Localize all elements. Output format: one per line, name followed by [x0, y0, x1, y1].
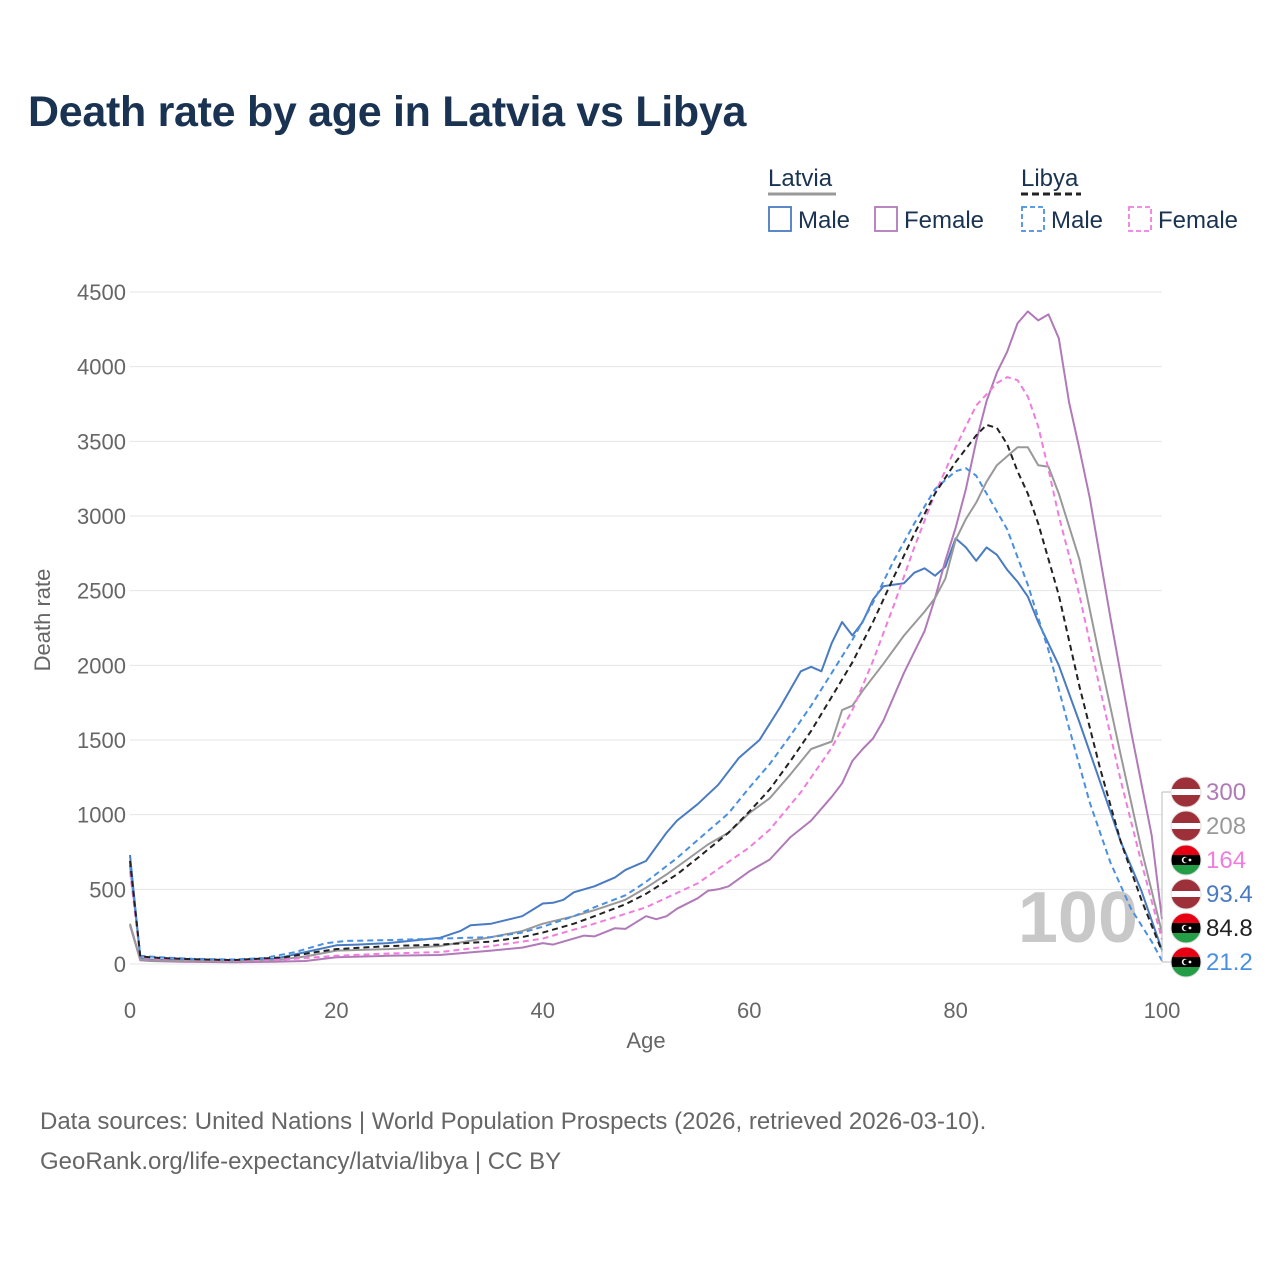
flag-border: [1170, 878, 1202, 910]
crescent-cut: [1183, 857, 1189, 863]
end-label-bracket: [1161, 791, 1174, 963]
series-line-latvia-female: [129, 310, 1163, 964]
series-line-libya-total: [129, 423, 1163, 962]
legend-item-libya-male[interactable]: Male: [1051, 207, 1103, 234]
libya-flag-icon: [1171, 913, 1201, 923]
end-label-latvia-female: 300: [1170, 776, 1246, 808]
y-axis-ticks: 0 500 1000 1500 2000 2500 3000 3500 4000 4500: [77, 280, 126, 977]
x-tick-label: 40: [531, 998, 555, 1023]
chart-title: Death rate by age in Latvia vs Libya: [28, 88, 747, 136]
libya-flag-band: [1171, 967, 1201, 977]
x-tick-label: 0: [124, 998, 136, 1023]
end-label-value: 300: [1206, 779, 1246, 806]
legend-item-latvia-male[interactable]: Male: [798, 207, 850, 234]
flag-border: [1170, 946, 1202, 978]
grid-lines: [130, 291, 1162, 965]
flag-border: [1170, 776, 1202, 808]
y-tick-label: 3000: [77, 504, 126, 529]
end-label-value: 84.8: [1206, 915, 1253, 942]
end-label-libya-total: 84.8: [1170, 912, 1253, 944]
y-tick-label: 4500: [77, 280, 126, 305]
end-label-value: 21.2: [1206, 949, 1253, 976]
latvia-flag-stripe: [1171, 891, 1201, 897]
x-tick-label: 100: [1144, 998, 1181, 1023]
series-line-libya-male: [129, 467, 1163, 962]
crescent-cut: [1183, 959, 1189, 965]
x-tick-label: 80: [943, 998, 967, 1023]
end-label-libya-male: 21.2: [1170, 946, 1253, 978]
end-label-value: 164: [1206, 847, 1246, 874]
flag-border: [1170, 810, 1202, 842]
y-tick-label: 1000: [77, 803, 126, 828]
crescent-cut: [1183, 925, 1189, 931]
current-age-label: 100: [1018, 878, 1138, 958]
end-label-value: 208: [1206, 813, 1246, 840]
source-link[interactable]: GeoRank.org/life-expectancy/latvia/libya…: [40, 1148, 562, 1175]
series-line-latvia-male: [129, 537, 1163, 962]
end-label-libya-female: 164: [1170, 844, 1246, 876]
legend-group-latvia: Latvia: [768, 165, 833, 192]
y-tick-label: 500: [89, 877, 126, 902]
libya-flag-icon: [1171, 845, 1201, 855]
series-line-latvia-total: [129, 446, 1163, 963]
y-axis-title: Death rate: [30, 569, 55, 672]
legend-item-latvia-female[interactable]: Female: [904, 207, 984, 234]
x-axis-title: Age: [626, 1028, 665, 1053]
series-lines: [129, 310, 1163, 964]
legend-swatch-libya-female[interactable]: [1128, 206, 1152, 232]
y-tick-label: 2500: [77, 579, 126, 604]
y-tick-label: 4000: [77, 355, 126, 380]
flag-border: [1170, 912, 1202, 944]
libya-flag-icon: [1171, 947, 1201, 957]
legend-item-libya-female[interactable]: Female: [1158, 207, 1238, 234]
x-tick-label: 60: [737, 998, 761, 1023]
legend: Latvia Male Female Libya Male Female: [768, 165, 1238, 234]
series-line-libya-female: [129, 376, 1163, 962]
legend-swatch-libya-male[interactable]: [1021, 206, 1045, 232]
y-tick-label: 3500: [77, 429, 126, 454]
end-label-latvia-male: 93.4: [1170, 878, 1253, 910]
latvia-flag-stripe: [1171, 823, 1201, 829]
legend-swatch-latvia-female[interactable]: [874, 206, 898, 232]
end-labels: 300 208 164 93.4 84.8 21.2: [1161, 776, 1253, 978]
y-tick-label: 1500: [77, 728, 126, 753]
libya-flag-band: [1171, 933, 1201, 943]
flag-border: [1170, 844, 1202, 876]
star-icon: [1188, 926, 1192, 930]
source-text: Data sources: United Nations | World Pop…: [40, 1108, 987, 1135]
y-tick-label: 0: [114, 952, 126, 977]
legend-group-libya: Libya: [1021, 165, 1079, 192]
star-icon: [1188, 960, 1192, 964]
end-label-latvia-total: 208: [1170, 810, 1246, 842]
libya-flag-band: [1171, 865, 1201, 875]
y-tick-label: 2000: [77, 653, 126, 678]
end-label-value: 93.4: [1206, 881, 1253, 908]
legend-swatch-latvia-male[interactable]: [768, 206, 792, 232]
x-tick-label: 20: [324, 998, 348, 1023]
star-icon: [1188, 858, 1192, 862]
latvia-flag-stripe: [1171, 789, 1201, 795]
x-axis-ticks: 0 20 40 60 80 100: [124, 998, 1180, 1023]
